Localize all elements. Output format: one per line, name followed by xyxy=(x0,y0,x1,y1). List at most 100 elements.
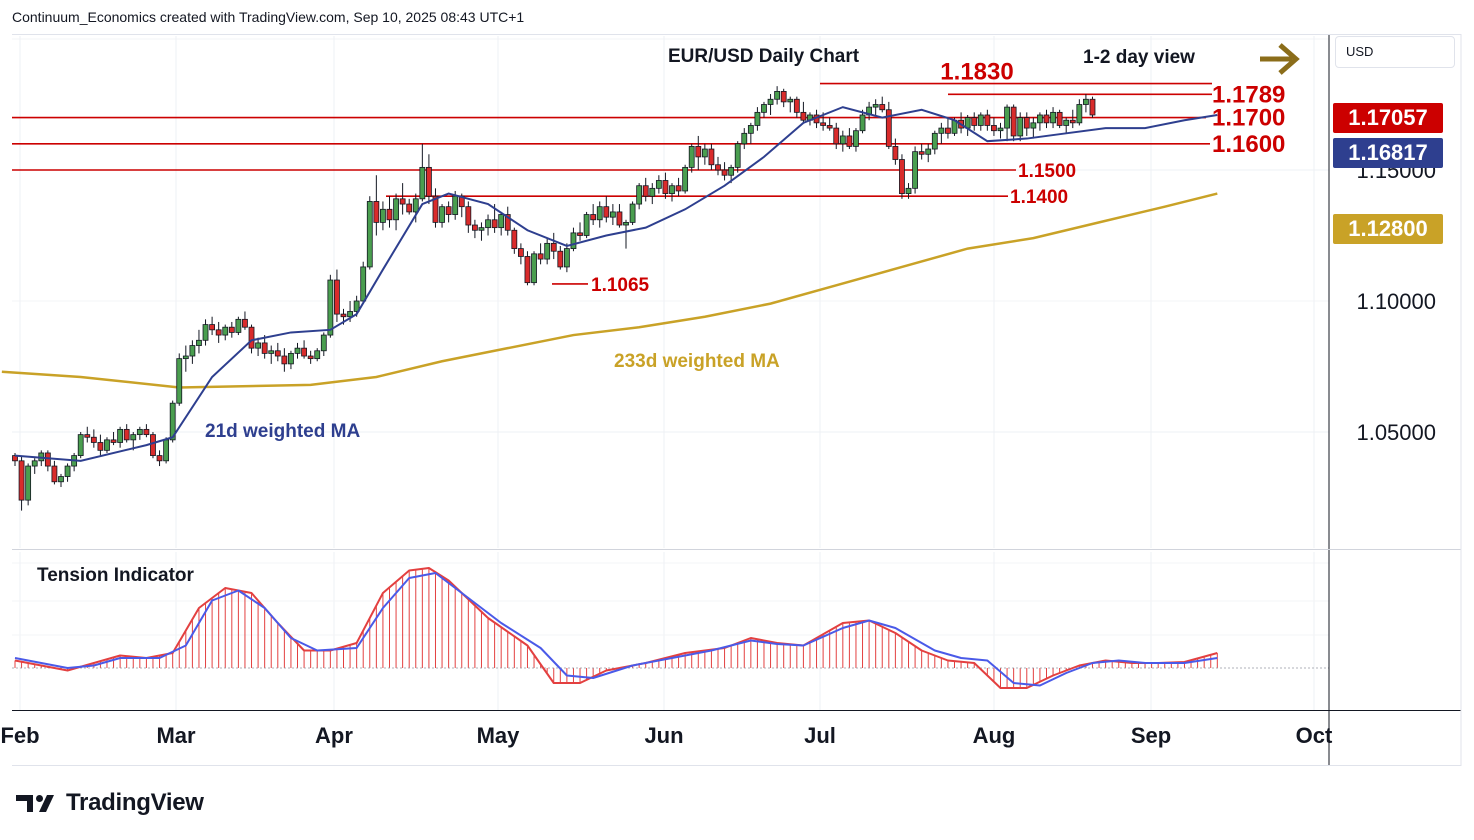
candle-body[interactable] xyxy=(307,355,314,360)
candle-body[interactable] xyxy=(445,206,452,215)
candle-body[interactable] xyxy=(347,311,353,318)
candle-body[interactable] xyxy=(636,185,643,205)
candle-body[interactable] xyxy=(682,166,689,192)
candle-body[interactable] xyxy=(222,326,229,336)
candle-body[interactable] xyxy=(320,334,327,352)
candle-body[interactable] xyxy=(471,224,478,231)
candle-body[interactable] xyxy=(366,201,373,268)
candle-body[interactable] xyxy=(228,326,235,333)
candle-body[interactable] xyxy=(498,214,505,229)
candle-body[interactable] xyxy=(1023,117,1030,129)
candle-body[interactable] xyxy=(872,104,879,108)
candle-body[interactable] xyxy=(997,127,1004,132)
candle-body[interactable] xyxy=(669,185,675,194)
candle-body[interactable] xyxy=(294,347,301,354)
candle-body[interactable] xyxy=(846,135,853,147)
candle-body[interactable] xyxy=(655,180,662,189)
candle-body[interactable] xyxy=(288,352,294,365)
candle-body[interactable] xyxy=(885,109,892,147)
candle-body[interactable] xyxy=(859,114,866,132)
candle-body[interactable] xyxy=(485,219,491,229)
candle-body[interactable] xyxy=(143,428,150,436)
candle-body[interactable] xyxy=(531,253,537,284)
candle-body[interactable] xyxy=(577,232,583,236)
candle-body[interactable] xyxy=(1069,119,1076,124)
candle-body[interactable] xyxy=(406,203,413,213)
candle-body[interactable] xyxy=(675,185,682,192)
candle-body[interactable] xyxy=(1043,114,1050,124)
candle-body[interactable] xyxy=(373,201,380,223)
candle-body[interactable] xyxy=(136,428,143,436)
candle-body[interactable] xyxy=(242,318,248,328)
candle-body[interactable] xyxy=(353,300,360,312)
candle-body[interactable] xyxy=(426,166,432,197)
tradingview-brand[interactable]: TradingView xyxy=(16,787,204,819)
candle-body[interactable] xyxy=(412,198,419,213)
candle-body[interactable] xyxy=(117,428,124,443)
candle-body[interactable] xyxy=(327,279,334,336)
candle-body[interactable] xyxy=(537,253,544,260)
candle-body[interactable] xyxy=(255,342,261,349)
candle-body[interactable] xyxy=(623,221,629,226)
candle-body[interactable] xyxy=(971,117,978,126)
candle-body[interactable] xyxy=(51,465,58,483)
candle-body[interactable] xyxy=(938,127,945,134)
candle-body[interactable] xyxy=(1056,111,1063,126)
candle-body[interactable] xyxy=(380,208,386,223)
candle-body[interactable] xyxy=(695,146,702,158)
candle-body[interactable] xyxy=(1004,106,1010,129)
candle-body[interactable] xyxy=(478,227,485,231)
candle-body[interactable] xyxy=(1030,122,1037,129)
candle-body[interactable] xyxy=(1037,114,1043,124)
candle-body[interactable] xyxy=(123,428,130,441)
candle-body[interactable] xyxy=(570,232,577,250)
candle-body[interactable] xyxy=(787,98,794,103)
candle-body[interactable] xyxy=(1083,98,1089,105)
candle-body[interactable] xyxy=(879,104,886,111)
candle-body[interactable] xyxy=(563,248,570,268)
candle-body[interactable] xyxy=(491,219,498,229)
candle-body[interactable] xyxy=(761,104,767,113)
candle-body[interactable] xyxy=(662,180,669,194)
candle-body[interactable] xyxy=(169,402,176,441)
candle-body[interactable] xyxy=(583,214,590,236)
candle-body[interactable] xyxy=(609,211,616,218)
candle-body[interactable] xyxy=(820,122,827,126)
candle-body[interactable] xyxy=(182,355,189,360)
candle-body[interactable] xyxy=(780,91,787,103)
candle-body[interactable] xyxy=(642,185,649,197)
candle-body[interactable] xyxy=(504,214,511,231)
candle-body[interactable] xyxy=(839,135,846,145)
candle-body[interactable] xyxy=(905,187,912,194)
candle-body[interactable] xyxy=(701,148,708,158)
candle-body[interactable] xyxy=(268,350,275,354)
candle-body[interactable] xyxy=(393,198,399,221)
candle-body[interactable] xyxy=(550,242,557,252)
candle-body[interactable] xyxy=(767,98,774,105)
candle-body[interactable] xyxy=(209,324,216,331)
candle-body[interactable] xyxy=(596,206,603,221)
candle-body[interactable] xyxy=(156,455,163,462)
candle-body[interactable] xyxy=(196,339,202,346)
candle-body[interactable] xyxy=(931,132,938,150)
candle-body[interactable] xyxy=(189,345,196,357)
candle-body[interactable] xyxy=(235,318,242,333)
candle-body[interactable] xyxy=(360,266,367,302)
candle-body[interactable] xyxy=(511,229,518,249)
candle-body[interactable] xyxy=(688,146,695,168)
candle-body[interactable] xyxy=(90,436,97,443)
candle-body[interactable] xyxy=(544,242,551,260)
candle-body[interactable] xyxy=(1089,98,1096,116)
candle-body[interactable] xyxy=(104,439,110,451)
candle-body[interactable] xyxy=(715,164,721,171)
candle-body[interactable] xyxy=(274,350,281,357)
candle-body[interactable] xyxy=(892,146,899,160)
candle-body[interactable] xyxy=(793,98,800,113)
candle-body[interactable] xyxy=(314,350,321,360)
candle-body[interactable] xyxy=(800,111,807,121)
candle-body[interactable] xyxy=(215,329,222,336)
candle-body[interactable] xyxy=(261,342,268,354)
candle-body[interactable] xyxy=(340,313,347,318)
candle-body[interactable] xyxy=(77,434,84,456)
